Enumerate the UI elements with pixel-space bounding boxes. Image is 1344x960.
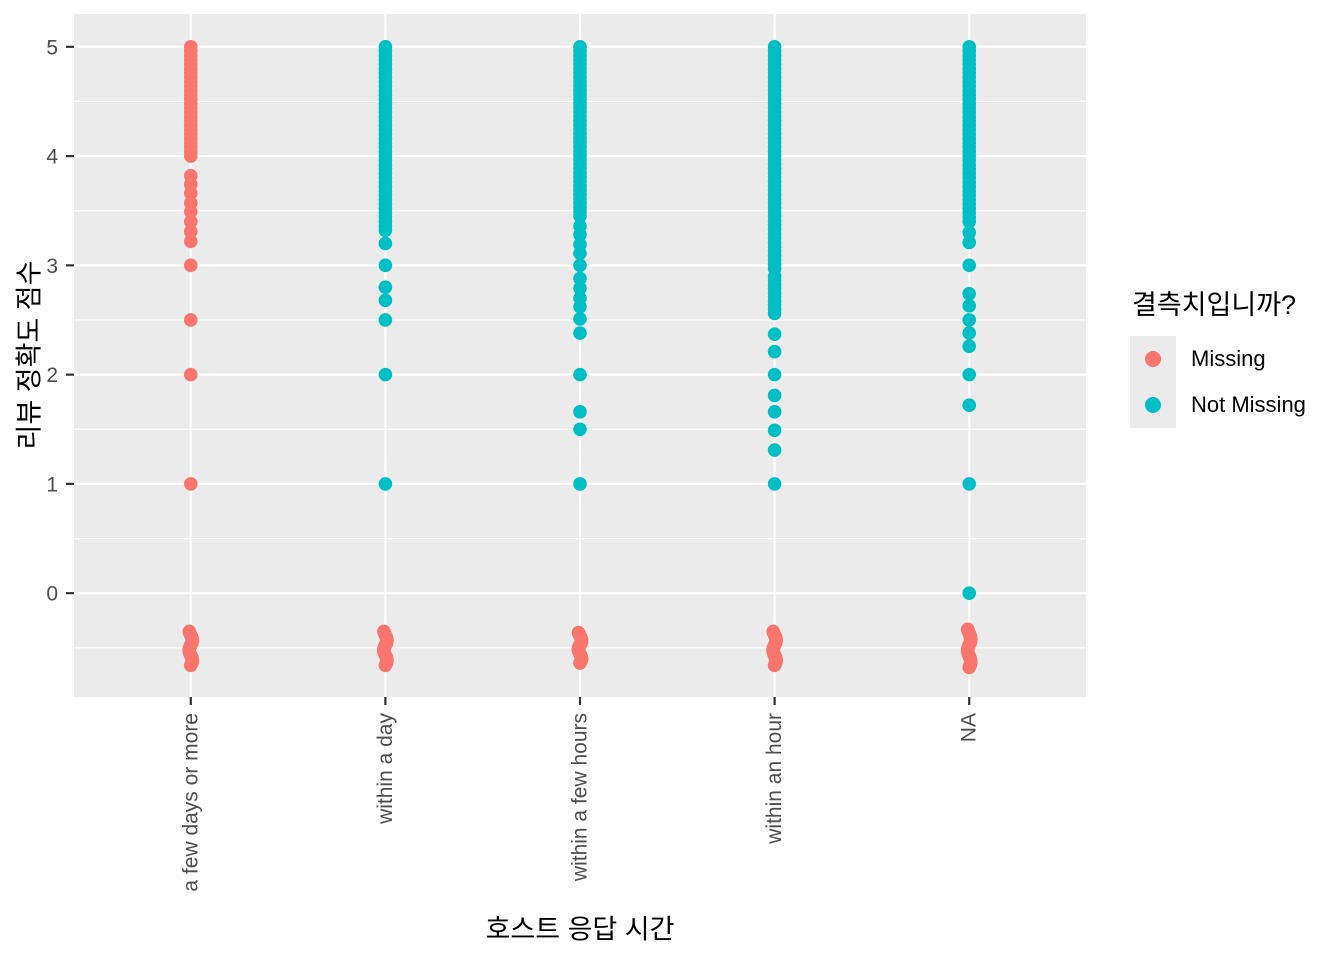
data-point [962,313,977,327]
data-point [767,367,782,382]
data-point [378,236,393,251]
data-point [183,367,198,382]
data-point [573,422,587,437]
data-point [573,246,587,261]
data-point [183,477,198,491]
data-point [962,586,977,600]
data-point [962,326,977,340]
x-tick-label: a few days or more [179,713,202,892]
data-point [378,313,393,327]
data-point [573,271,587,286]
x-axis-title: 호스트 응답 시간 [485,914,675,945]
data-point [962,235,977,250]
data-point [962,477,977,491]
x-tick-label: within a day [374,713,397,825]
data-point [573,227,587,242]
data-point [378,39,393,54]
missing-cluster-point [377,624,391,639]
data-point [767,477,782,491]
legend-label-not-missing: Not Missing [1191,392,1306,417]
data-point [962,339,977,354]
data-point [573,326,587,340]
legend-label-missing: Missing [1191,346,1266,371]
y-tick-label: 3 [46,255,58,278]
legend: 결측치입니까? Missing Not Missing [1130,283,1306,428]
y-tick-label: 2 [46,364,58,387]
data-point [183,214,198,229]
missing-cluster-point [571,625,586,640]
data-point [573,300,587,314]
y-tick-label: 1 [46,473,58,496]
data-point [767,443,782,457]
data-point [573,258,587,273]
data-point [962,367,977,382]
x-tick-label: NA [958,713,981,742]
data-point [962,225,977,240]
y-tick-label: 5 [46,36,58,59]
data-point [378,367,393,382]
legend-item-not-missing: Not Missing [1130,382,1306,428]
legend-item-missing: Missing [1130,336,1306,382]
data-point [962,398,977,413]
data-point [183,39,198,54]
legend-key-not-missing [1130,382,1176,428]
data-point [378,280,393,295]
x-tick-label: within an hour [763,713,786,845]
data-point [183,313,198,327]
data-point [183,186,198,201]
data-point [183,258,198,273]
missing-dot-icon [1145,351,1161,367]
legend-title: 결측치입니까? [1132,290,1297,320]
data-point [378,293,393,308]
data-point [767,327,782,341]
data-point [573,39,587,54]
data-point [183,234,198,249]
data-point [767,269,782,284]
data-point [767,423,782,438]
data-point [962,286,977,301]
y-axis-title: 리뷰 정확도 점수 [14,260,45,450]
data-point [183,224,198,239]
missing-cluster-point [960,622,975,637]
missing-cluster-point [182,624,197,639]
not-missing-dot-icon [1145,397,1161,413]
data-point [183,204,198,219]
data-point [962,258,977,273]
data-point [573,367,587,382]
y-tick-label: 4 [46,146,58,169]
data-point [573,312,587,326]
data-point [378,258,393,273]
missing-cluster-point [766,624,780,639]
data-point [573,404,587,419]
x-tick-label: within a few hours [569,713,592,882]
data-point [962,39,977,54]
y-tick-label: 0 [46,583,58,606]
data-point [767,388,782,403]
legend-key-missing [1130,336,1176,382]
data-point [767,39,782,54]
data-point [573,477,587,491]
data-point [767,344,782,359]
data-point [767,404,782,419]
data-point [378,477,393,491]
data-point [573,281,587,296]
data-point [962,298,977,313]
